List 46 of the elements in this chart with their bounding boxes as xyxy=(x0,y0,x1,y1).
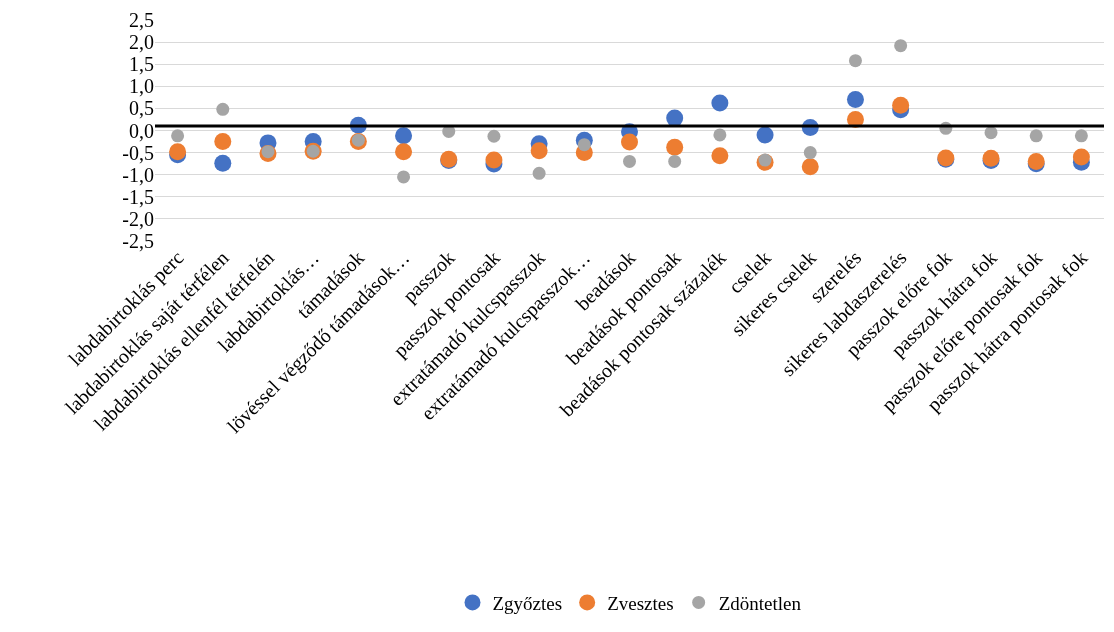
y-tick-label: -1,5 xyxy=(122,185,154,208)
y-tick-label: 1,5 xyxy=(129,53,154,76)
y-tick-label: 0,5 xyxy=(129,97,154,120)
point xyxy=(485,151,503,169)
point xyxy=(758,153,772,167)
point xyxy=(846,91,864,109)
point xyxy=(395,143,413,161)
y-tick-label: 1,0 xyxy=(129,75,154,98)
point xyxy=(621,133,638,151)
point xyxy=(577,138,591,152)
point xyxy=(487,129,501,143)
y-tick-label: 2,0 xyxy=(129,31,154,54)
y-tick-label: 0,0 xyxy=(129,119,154,142)
point xyxy=(1029,129,1043,143)
point xyxy=(711,94,729,112)
point xyxy=(1072,148,1090,166)
point xyxy=(848,54,862,68)
point xyxy=(532,166,546,180)
point xyxy=(803,146,817,160)
y-tick-label: 2,5 xyxy=(129,9,154,31)
y-tick-label: -2,0 xyxy=(122,207,154,230)
y-tick-label: -1,0 xyxy=(122,163,154,186)
legend-label: Zdöntetlen xyxy=(718,592,802,614)
y-tick-label: -2,5 xyxy=(122,230,154,252)
point xyxy=(668,154,682,168)
point xyxy=(623,154,636,168)
point xyxy=(666,138,684,156)
point xyxy=(711,147,729,165)
point xyxy=(530,142,548,160)
point xyxy=(397,170,411,184)
legend-label: Zvesztes xyxy=(607,592,674,614)
legend-label: Zgyőztes xyxy=(492,592,563,614)
point xyxy=(216,102,230,116)
point xyxy=(395,127,413,145)
point xyxy=(666,109,684,127)
point xyxy=(894,39,908,53)
point xyxy=(1074,129,1088,143)
point xyxy=(756,126,774,144)
point xyxy=(171,129,185,143)
point xyxy=(351,133,365,147)
point xyxy=(892,96,910,114)
point xyxy=(801,158,819,176)
point xyxy=(713,128,727,142)
point xyxy=(214,154,232,172)
point xyxy=(214,133,232,151)
y-tick-label: -0,5 xyxy=(122,141,154,164)
